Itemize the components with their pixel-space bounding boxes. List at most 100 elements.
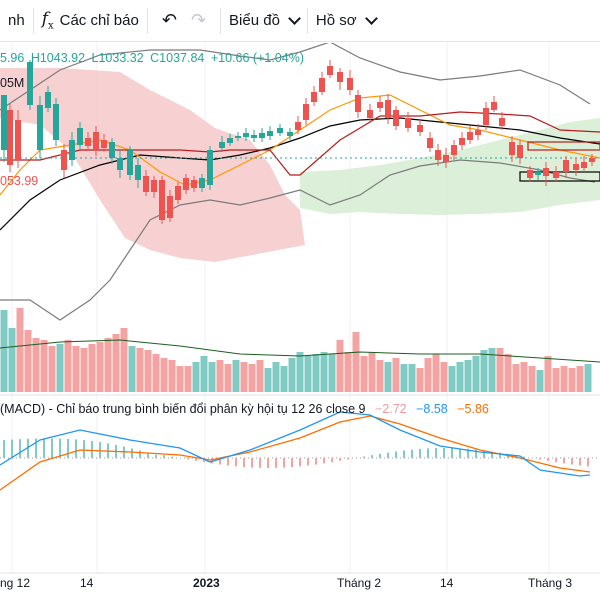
- time-axis[interactable]: ng 12 14 2023 Tháng 2 14 Tháng 3: [0, 574, 600, 600]
- volume-bar: [464, 360, 472, 392]
- candle-body: [45, 92, 51, 108]
- volume-bar: [552, 368, 560, 392]
- candle-body: [159, 180, 165, 220]
- timeframe-menu-partial[interactable]: nh: [0, 0, 33, 42]
- candle-body: [151, 180, 157, 192]
- candle-body: [143, 176, 149, 192]
- candle-body: [219, 142, 225, 148]
- volume-bar: [24, 330, 32, 392]
- candle-body: [243, 133, 249, 137]
- volume-bar: [208, 362, 216, 392]
- macd-title: (MACD) - Chỉ báo trung bình biến đổi phâ…: [0, 402, 366, 416]
- volume-bar: [144, 350, 152, 392]
- volume-bar: [136, 348, 144, 392]
- candle-body: [167, 196, 173, 218]
- chevron-down-icon: [288, 12, 301, 25]
- volume-bar: [128, 346, 136, 392]
- candle-body: [543, 168, 549, 176]
- candle-body: [53, 104, 59, 140]
- candle-body: [183, 178, 189, 190]
- candle-body: [101, 140, 107, 148]
- candle-body: [459, 138, 465, 145]
- volume-bar: [456, 362, 464, 392]
- candle-body: [303, 104, 309, 120]
- chart-canvas[interactable]: [0, 43, 600, 600]
- time-axis-label: Tháng 3: [528, 576, 573, 590]
- volume-bar: [512, 364, 520, 392]
- volume-bar: [264, 368, 272, 392]
- candle-body: [405, 118, 411, 128]
- price-level-tag: 053.99: [0, 174, 39, 188]
- price-chart-svg[interactable]: [0, 43, 600, 600]
- candle-body: [7, 110, 13, 165]
- candle-body: [319, 78, 325, 92]
- bullish-cloud: [300, 118, 600, 215]
- conversion-line: [0, 111, 600, 176]
- candle-body: [227, 138, 233, 143]
- volume-bar: [352, 332, 360, 392]
- macd-histogram-value: −2.72: [374, 402, 407, 416]
- volume-bar: [416, 368, 424, 392]
- volume-bar: [184, 366, 192, 392]
- candle-body: [573, 164, 579, 170]
- volume-bar: [560, 366, 568, 392]
- volume-bar: [112, 334, 120, 392]
- baseline-ma-line: [0, 117, 600, 231]
- candle-body: [451, 145, 457, 155]
- profile-menu-button[interactable]: Hồ sơ: [308, 0, 384, 42]
- volume-bar: [344, 352, 352, 392]
- candle-body: [393, 110, 399, 126]
- volume-bar: [64, 340, 72, 392]
- candle-body: [367, 110, 373, 118]
- candle-body: [267, 131, 273, 136]
- candle-body: [553, 172, 559, 178]
- volume-bar: [336, 340, 344, 392]
- volume-bar: [272, 362, 280, 392]
- macd-legend[interactable]: (MACD) - Chỉ báo trung bình biến đổi phâ…: [0, 402, 489, 416]
- volume-average-line: [0, 339, 600, 363]
- candle-body: [77, 128, 83, 145]
- undo-icon[interactable]: ↶: [161, 10, 177, 30]
- volume-bar: [240, 362, 248, 392]
- candle-body: [27, 62, 33, 105]
- volume-bar: [296, 352, 304, 392]
- volume-bar: [96, 342, 104, 392]
- volume-bar: [448, 366, 456, 392]
- time-axis-label: ng 12: [0, 576, 31, 590]
- change-value: +10.66 (+1.04%): [210, 51, 304, 65]
- candle-body: [337, 72, 343, 82]
- volume-value: 05M: [0, 76, 25, 90]
- candle-body: [127, 150, 133, 175]
- volume-bar: [104, 338, 112, 392]
- candle-body: [235, 136, 241, 138]
- chevron-down-icon: [364, 12, 378, 25]
- volume-bar: [400, 364, 408, 392]
- redo-icon[interactable]: ↷: [190, 10, 207, 30]
- bearish-cloud: [0, 68, 305, 262]
- indicators-button[interactable]: fx Các chỉ báo: [34, 0, 147, 42]
- volume-bar: [280, 366, 288, 392]
- volume-bar: [72, 346, 80, 392]
- candle-body: [483, 108, 489, 125]
- chart-menu-button[interactable]: Biểu đồ: [221, 0, 307, 42]
- candle-body: [499, 118, 505, 126]
- volume-bar: [304, 356, 312, 392]
- candle-body: [311, 92, 317, 102]
- candle-body: [69, 140, 75, 160]
- candle-body: [443, 155, 449, 162]
- candle-body: [295, 122, 301, 130]
- candle-body: [589, 158, 595, 162]
- time-axis-label: 2023: [193, 576, 220, 590]
- close-value: C1037.84: [150, 51, 205, 65]
- volume-bar: [432, 354, 440, 392]
- candle-body: [355, 95, 361, 112]
- candle-body: [93, 132, 99, 150]
- candle-body: [15, 120, 21, 160]
- candle-body: [37, 105, 43, 150]
- toolbar-divider: [32, 7, 34, 34]
- volume-bar: [80, 348, 88, 392]
- volume-bar: [328, 354, 336, 392]
- chart-menu-label: Biểu đồ: [229, 12, 280, 29]
- volume-bar: [392, 358, 400, 392]
- volume-bar: [496, 348, 504, 392]
